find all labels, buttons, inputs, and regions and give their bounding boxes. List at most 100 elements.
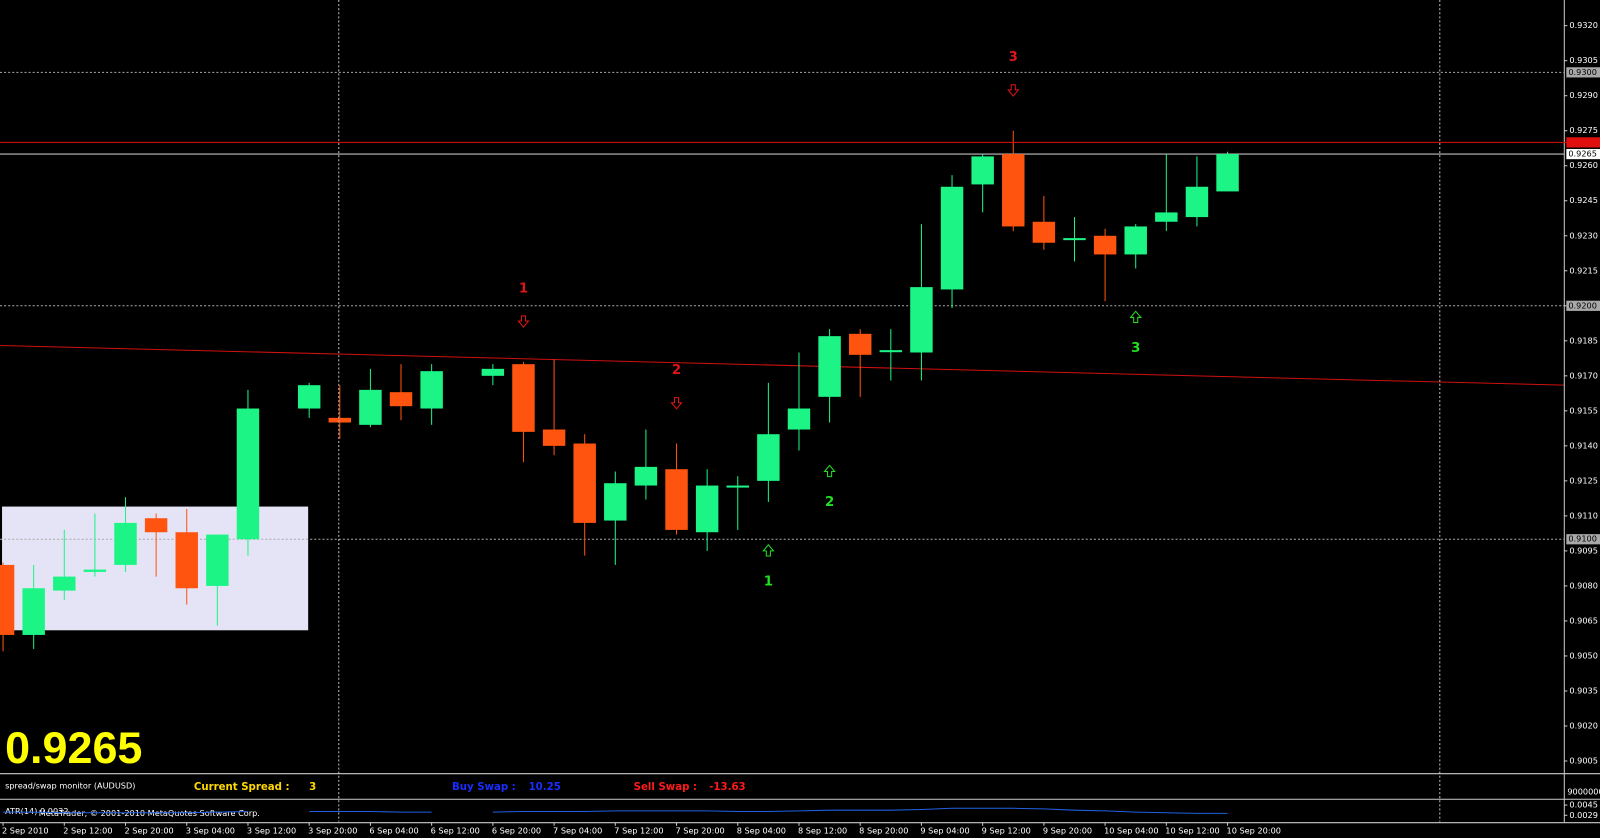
candle-body	[940, 186, 964, 290]
candle-body	[83, 569, 107, 572]
y-tick-label: 0.9080	[1569, 580, 1598, 590]
level-box	[1566, 534, 1600, 545]
candle-body	[848, 333, 872, 355]
signal-arrow	[517, 315, 530, 328]
y-tick-label: 0.9230	[1569, 230, 1598, 240]
signal-label: 3	[1131, 341, 1140, 356]
signal-label: 2	[825, 495, 834, 510]
y-tick-label: 0.9260	[1569, 160, 1598, 170]
x-tick-label: 2 Sep 2010	[2, 825, 49, 835]
candle-body	[542, 429, 566, 446]
bid-box	[1566, 148, 1600, 160]
sell-swap-value: -13.63	[709, 782, 745, 793]
x-tick-label: 10 Sep 12:00	[1165, 825, 1219, 835]
y-tick-label: 0.9320	[1569, 20, 1598, 30]
candle-body	[297, 385, 321, 409]
y-tick-label: 0.9020	[1569, 720, 1598, 730]
signal-label: 1	[764, 575, 773, 590]
candle-body	[665, 469, 688, 530]
signal-label: 1	[519, 281, 528, 296]
candle-body	[726, 485, 749, 488]
candle-body	[757, 434, 780, 481]
x-tick-label: 7 Sep 12:00	[614, 825, 663, 835]
candle-body	[818, 336, 841, 397]
y-tick-label: 0.9110	[1569, 510, 1598, 520]
candle-body	[1002, 154, 1025, 227]
red-level-box	[1566, 137, 1600, 148]
x-tick-label: 9 Sep 20:00	[1043, 825, 1092, 835]
candle-body	[1185, 186, 1209, 218]
candle-body	[1032, 221, 1056, 243]
x-tick-label: 6 Sep 12:00	[431, 825, 480, 835]
candle-body	[512, 364, 535, 432]
candle-body	[175, 532, 198, 589]
y-tick-label: 0.9290	[1569, 90, 1598, 100]
main-chart: 1 2 3 1 2 3	[0, 50, 1565, 652]
big-price: 0.9265	[5, 722, 142, 773]
x-tick-label: 9 Sep 12:00	[982, 825, 1031, 835]
candle-body	[359, 389, 382, 425]
y-tick-label: 0.9245	[1569, 195, 1598, 205]
y-tick-label: 0.9050	[1569, 650, 1598, 660]
x-tick-label: 2 Sep 20:00	[124, 825, 173, 835]
candle-body	[695, 485, 719, 533]
x-tick-label: 9 Sep 04:00	[920, 825, 969, 835]
candle-body	[144, 518, 168, 533]
trendline	[0, 344, 1565, 386]
spread-label: Current Spread :	[194, 782, 290, 793]
candle-body	[1063, 238, 1086, 241]
level-box-label: 0.9200	[1568, 300, 1597, 310]
x-tick-label: 8 Sep 12:00	[798, 825, 847, 835]
x-tick-label: 6 Sep 20:00	[492, 825, 541, 835]
candle-body	[879, 350, 903, 353]
signal-label: 3	[1009, 50, 1018, 65]
y-tick-label: 0.9140	[1569, 440, 1598, 450]
candle-body	[1216, 154, 1239, 192]
candle-body	[236, 408, 260, 540]
y-tick-label: 0.9185	[1569, 335, 1598, 345]
x-tick-label: 3 Sep 04:00	[186, 825, 235, 835]
x-tick-label: 8 Sep 20:00	[859, 825, 908, 835]
candle-body	[1155, 212, 1178, 222]
y-tick-label: 0.9035	[1569, 685, 1598, 695]
x-tick-label: 2 Sep 12:00	[63, 825, 112, 835]
signal-arrow	[1007, 84, 1020, 97]
candle-body	[634, 466, 658, 486]
sell-swap-label: Sell Swap :	[634, 782, 697, 793]
candle-body	[420, 371, 443, 409]
y-tick-label: 0.9095	[1569, 545, 1598, 555]
atr-tick-label: 0.0045	[1569, 800, 1598, 810]
bid-box-label: 0.9265	[1568, 149, 1597, 159]
buy-swap-label: Buy Swap :	[452, 782, 516, 793]
x-tick-label: 10 Sep 04:00	[1104, 825, 1158, 835]
spread-value: 3	[309, 782, 316, 793]
atr-tick-label: 0.0029	[1569, 810, 1598, 820]
y-tick-label: 0.9170	[1569, 370, 1598, 380]
candle-body	[389, 392, 413, 407]
candle-body	[910, 287, 933, 353]
atr-line	[3, 807, 1228, 814]
signal-label: 2	[672, 363, 681, 378]
candle-body	[604, 483, 627, 521]
candle-body	[1093, 235, 1117, 255]
candle-body	[114, 522, 137, 565]
panel-axis-label: 9000000	[1567, 787, 1600, 797]
candle-body	[0, 564, 15, 635]
level-box-label: 0.9300	[1568, 67, 1597, 77]
candle-body	[481, 368, 505, 376]
candle-body	[53, 576, 76, 591]
level-box	[1566, 300, 1600, 311]
y-tick-label: 0.9155	[1569, 405, 1598, 415]
x-tick-label: 7 Sep 20:00	[676, 825, 725, 835]
candle-body	[787, 408, 811, 430]
signal-arrow	[1129, 310, 1142, 324]
candle-body	[971, 156, 994, 185]
signal-arrow	[762, 543, 775, 557]
indicator-title: spread/swap monitor (AUDUSD)	[5, 780, 135, 790]
x-tick-label: 6 Sep 04:00	[369, 825, 418, 835]
y-tick-label: 0.9125	[1569, 475, 1598, 485]
x-tick-label: 8 Sep 04:00	[737, 825, 786, 835]
